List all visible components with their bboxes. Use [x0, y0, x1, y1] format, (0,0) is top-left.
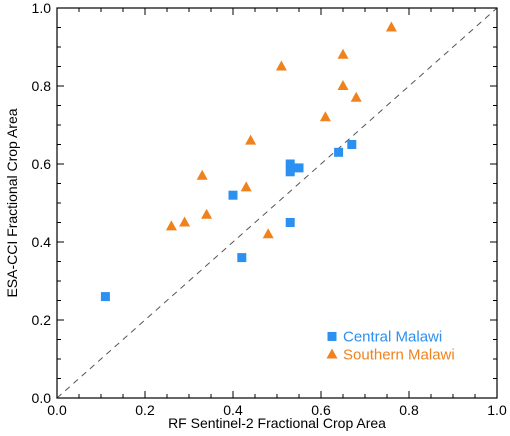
southern-malawi-point: [385, 21, 397, 32]
y-tick-label: 0.8: [32, 78, 52, 94]
southern-malawi-point: [201, 208, 213, 219]
central-malawi-point: [347, 140, 357, 149]
southern-malawi-point: [275, 60, 287, 71]
x-tick-label: 0.2: [135, 402, 155, 418]
southern-malawi-point: [337, 48, 349, 59]
legend-marker: [326, 348, 338, 359]
southern-malawi-point: [196, 169, 208, 180]
central-malawi-point: [294, 163, 304, 173]
central-malawi-point: [334, 147, 344, 157]
x-tick-label: 0.8: [399, 402, 419, 418]
central-malawi-point: [285, 159, 295, 169]
southern-malawi-point: [262, 228, 274, 239]
southern-malawi-point: [350, 91, 362, 102]
y-tick-label: 0.2: [32, 312, 52, 328]
southern-malawi-point: [165, 220, 177, 231]
reference-line-layer: [56, 7, 498, 399]
southern-malawi-point: [319, 111, 331, 122]
legend-label: Southern Malawi: [343, 346, 455, 363]
x-tick-label: 0.0: [47, 402, 67, 418]
central-malawi-point: [228, 190, 238, 200]
southern-malawi-point: [179, 216, 191, 227]
x-tick-label: 1.0: [487, 402, 507, 418]
legend-label: Central Malawi: [343, 328, 442, 345]
central-malawi-point: [285, 218, 295, 227]
y-axis-title: ESA-CCI Fractional Crop Area: [4, 108, 20, 297]
x-axis-title: RF Sentinel-2 Fractional Crop Area: [168, 415, 386, 431]
southern-malawi-point: [245, 134, 257, 145]
axis-ticks: 0.0 0.2 0.4 0.6 0.8 1.0 0.0 0.2 0.4 0.6 0.8 1.0: [32, 0, 507, 418]
y-tick-label: 1.0: [32, 0, 52, 16]
x-tick-label: 0.4: [223, 402, 243, 418]
central-malawi-point: [237, 253, 247, 263]
x-tick-label: 0.6: [311, 402, 331, 418]
one-to-one-line: [56, 7, 498, 399]
legend-marker: [327, 331, 337, 341]
southern-malawi-point: [240, 181, 252, 192]
y-tick-label: 0.6: [32, 156, 52, 172]
y-tick-label: 0.0: [32, 390, 52, 406]
southern-malawi-point: [337, 80, 349, 90]
y-tick-label: 0.4: [32, 234, 52, 250]
central-malawi-point: [285, 167, 295, 177]
data-points: [100, 21, 397, 302]
central-malawi-point: [100, 292, 110, 302]
